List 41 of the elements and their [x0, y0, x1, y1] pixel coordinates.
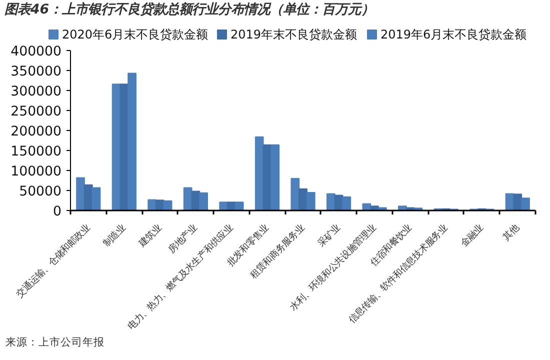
bar	[414, 208, 423, 210]
y-tick-label: 150000	[10, 144, 62, 160]
chart-title: 图表46：上市银行不良贷款总额行业分布情况（单位：百万元）	[4, 2, 374, 18]
y-tick-label: 250000	[10, 104, 62, 120]
bar	[92, 187, 101, 210]
x-tick-label: 建筑业	[136, 222, 164, 250]
y-tick-label: 300000	[10, 84, 62, 100]
x-tick-label: 采矿业	[316, 222, 343, 250]
bar	[342, 196, 352, 210]
y-tick-label: 100000	[10, 164, 62, 180]
x-tick-label: 交通运输、仓储和邮政业	[14, 222, 92, 300]
y-tick-label: 0	[53, 204, 62, 220]
bar	[199, 192, 208, 210]
bar	[234, 202, 244, 210]
y-tick-label: 400000	[10, 44, 62, 60]
bar	[163, 200, 172, 210]
bar	[326, 193, 336, 210]
bar	[183, 187, 192, 210]
bar	[270, 144, 280, 210]
bar	[378, 207, 387, 210]
bar	[254, 136, 264, 210]
legend-label: 2019年6月末不良贷款金额	[380, 28, 527, 42]
y-tick-label: 200000	[10, 124, 62, 140]
bar	[362, 203, 372, 210]
bar	[84, 184, 93, 210]
bar	[128, 72, 136, 210]
legend-label: 2020年6月末不良贷款金额	[62, 28, 208, 42]
legend-label: 2019年末不良贷款金额	[230, 28, 358, 42]
bar	[290, 178, 300, 210]
bar	[76, 177, 85, 210]
bar	[306, 192, 316, 210]
bar	[521, 198, 530, 210]
bar	[513, 194, 522, 210]
y-tick-label: 50000	[19, 184, 62, 200]
x-tick-label: 金融业	[458, 222, 486, 250]
x-tick-label: 其他	[501, 222, 522, 243]
source-note: 来源：上市公司年报	[6, 336, 104, 348]
bar	[298, 188, 308, 210]
bar	[120, 84, 129, 210]
y-tick-label: 350000	[10, 64, 62, 80]
x-tick-label: 制造业	[101, 222, 128, 250]
